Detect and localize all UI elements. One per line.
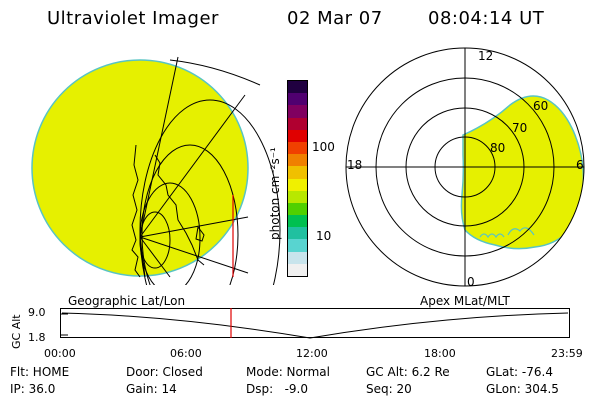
colorbar-band — [288, 154, 307, 167]
lat-label-70: 70 — [512, 121, 527, 135]
time-tick-0000: 00:00 — [44, 347, 76, 360]
oval-edge-wiggle — [479, 227, 535, 239]
colorbar-tick-10: 10 — [316, 229, 332, 243]
coastline — [131, 144, 205, 278]
colorbar-band — [288, 117, 307, 130]
altitude-strip — [60, 308, 570, 339]
colorbar-band — [288, 215, 307, 228]
app-title: Ultraviolet Imager — [47, 8, 219, 29]
geographic-grid — [139, 56, 281, 285]
colorbar-band — [288, 202, 307, 216]
colorbar-band — [288, 105, 307, 118]
colorbar-tick-100: 100 — [312, 140, 335, 154]
colorbar — [287, 80, 308, 277]
colorbar-band — [288, 129, 307, 142]
alt-tick-9: 9.0 — [28, 306, 46, 319]
colorbar-gradient — [288, 81, 307, 276]
polar-plot-panel: 12 18 6 0 60 70 80 — [345, 47, 585, 289]
status-gain: Gain: 14 — [126, 382, 177, 396]
mlt-label-0: 0 — [467, 275, 475, 289]
colorbar-band — [288, 178, 307, 191]
status-glon: GLon: 304.5 — [486, 382, 559, 396]
geographic-image-panel — [31, 56, 281, 285]
colorbar-band — [288, 93, 307, 106]
colorbar-band — [288, 141, 307, 155]
status-glat: GLat: -76.4 — [486, 365, 553, 379]
date-readout: 02 Mar 07 — [287, 8, 383, 29]
mlt-label-12: 12 — [478, 49, 493, 63]
polar-grid — [345, 47, 585, 287]
status-mode: Mode: Normal — [246, 365, 330, 379]
status-door: Door: Closed — [126, 365, 203, 379]
apex-caption: Apex MLat/MLT — [420, 294, 510, 308]
colorbar-band — [288, 166, 307, 179]
time-readout: 08:04:14 UT — [428, 8, 545, 29]
altitude-curve — [61, 312, 569, 339]
geographic-caption: Geographic Lat/Lon — [68, 294, 186, 308]
mlt-label-18: 18 — [347, 158, 362, 172]
status-gc-alt: GC Alt: 6.2 Re — [366, 365, 450, 379]
gc-alt-axis-label: GC Alt — [10, 314, 23, 349]
colorbar-band — [288, 263, 307, 276]
colorbar-band — [288, 190, 307, 203]
time-tick-1800: 18:00 — [424, 347, 456, 360]
time-tick-1200: 12:00 — [296, 347, 328, 360]
auroral-oval — [460, 95, 584, 250]
colorbar-band — [288, 227, 307, 240]
status-seq: Seq: 20 — [366, 382, 412, 396]
alt-tick-1-8: 1.8 — [28, 331, 46, 344]
lat-label-80: 80 — [490, 141, 505, 155]
lat-label-60: 60 — [533, 99, 548, 113]
status-ip: IP: 36.0 — [10, 382, 56, 396]
status-dsp: Dsp: -9.0 — [246, 382, 309, 396]
colorbar-unit-label: photon cm⁻²s⁻¹ — [268, 147, 282, 240]
time-tick-0600: 06:00 — [170, 347, 202, 360]
status-flt: Flt: HOME — [10, 365, 70, 379]
mlt-label-6: 6 — [576, 158, 584, 172]
uv-image-disk — [31, 59, 249, 277]
time-tick-2359: 23:59 — [551, 347, 583, 360]
altitude-strip-frame — [60, 308, 570, 338]
colorbar-band — [288, 81, 307, 94]
colorbar-band — [288, 239, 307, 252]
colorbar-band — [288, 251, 307, 264]
